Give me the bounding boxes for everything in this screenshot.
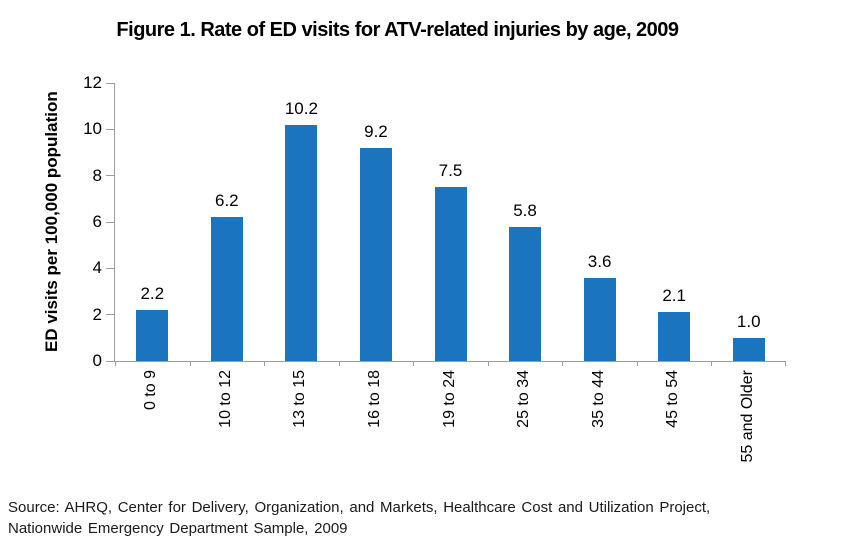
bar	[285, 124, 318, 361]
y-axis-tick	[106, 221, 115, 223]
y-axis-tick-label: 2	[92, 304, 102, 324]
bar	[658, 312, 691, 361]
x-axis-tick	[413, 361, 414, 366]
y-axis-tick-label: 8	[92, 165, 102, 185]
x-axis-category-label: 16 to 18	[365, 370, 383, 428]
y-axis-tick-label: 10	[83, 119, 102, 139]
x-axis-category-label: 13 to 15	[291, 370, 309, 428]
x-axis-tick	[785, 361, 786, 366]
y-axis-tick-label: 4	[92, 258, 102, 278]
bar	[359, 147, 392, 361]
y-axis-tick	[106, 175, 115, 177]
x-axis-tick	[190, 361, 191, 366]
y-axis-tick	[106, 314, 115, 316]
y-axis-tick	[106, 128, 115, 130]
y-axis-tick-label: 0	[92, 351, 102, 370]
source-line-2: Nationwide Emergency Department Sample, …	[8, 520, 348, 537]
y-axis-tick	[106, 267, 115, 269]
bar-value-label: 5.8	[513, 200, 537, 220]
bar-value-label: 3.6	[587, 251, 612, 271]
x-axis-tick	[711, 361, 712, 366]
x-axis-category-label: 45 to 54	[664, 370, 682, 428]
bar-value-label: 7.5	[438, 161, 463, 181]
chart-title: Figure 1. Rate of ED visits for ATV-rela…	[116, 19, 679, 41]
bar-value-label: 1.0	[736, 311, 761, 331]
bar	[583, 277, 616, 361]
x-axis-category-label: 10 to 12	[216, 370, 234, 428]
y-axis-tick-label: 6	[92, 212, 102, 231]
bar	[210, 217, 243, 361]
bar-value-label: 6.2	[215, 191, 239, 211]
bar-value-label: 2.1	[662, 286, 686, 306]
bar-value-label: 2.2	[140, 284, 165, 304]
source-note: Source: AHRQ, Center for Delivery, Organ…	[8, 497, 710, 539]
x-axis-tick	[339, 361, 340, 366]
x-axis-tick	[637, 361, 638, 366]
y-axis-tick-label: 12	[83, 73, 102, 92]
x-axis-category-label: 35 to 44	[589, 370, 607, 428]
bar	[136, 310, 169, 361]
x-axis-category-label: 55 and Older	[738, 370, 756, 463]
bar	[509, 226, 542, 361]
bar	[434, 187, 467, 361]
plot-area: 0 2 4 6 8 10 12 2.2 0 to 9 6.2 10 to 12 10.2 13 to 1…	[83, 73, 786, 463]
bar-value-label: 10.2	[284, 98, 318, 118]
source-line-1: Source: AHRQ, Center for Delivery, Organ…	[8, 499, 711, 516]
y-axis-tick	[106, 82, 115, 84]
y-axis-title: ED visits per 100,000 population	[42, 91, 61, 353]
x-axis-tick	[115, 361, 116, 366]
x-axis-tick	[488, 361, 489, 366]
x-axis-tick	[562, 361, 563, 366]
y-axis-tick	[106, 360, 115, 362]
x-axis-tick	[264, 361, 265, 366]
bar-value-label: 9.2	[364, 121, 388, 141]
x-axis-category-label: 19 to 24	[440, 370, 458, 428]
x-axis-category-label: 0 to 9	[142, 370, 160, 411]
bar	[732, 337, 765, 361]
x-axis-category-label: 25 to 34	[515, 370, 533, 428]
